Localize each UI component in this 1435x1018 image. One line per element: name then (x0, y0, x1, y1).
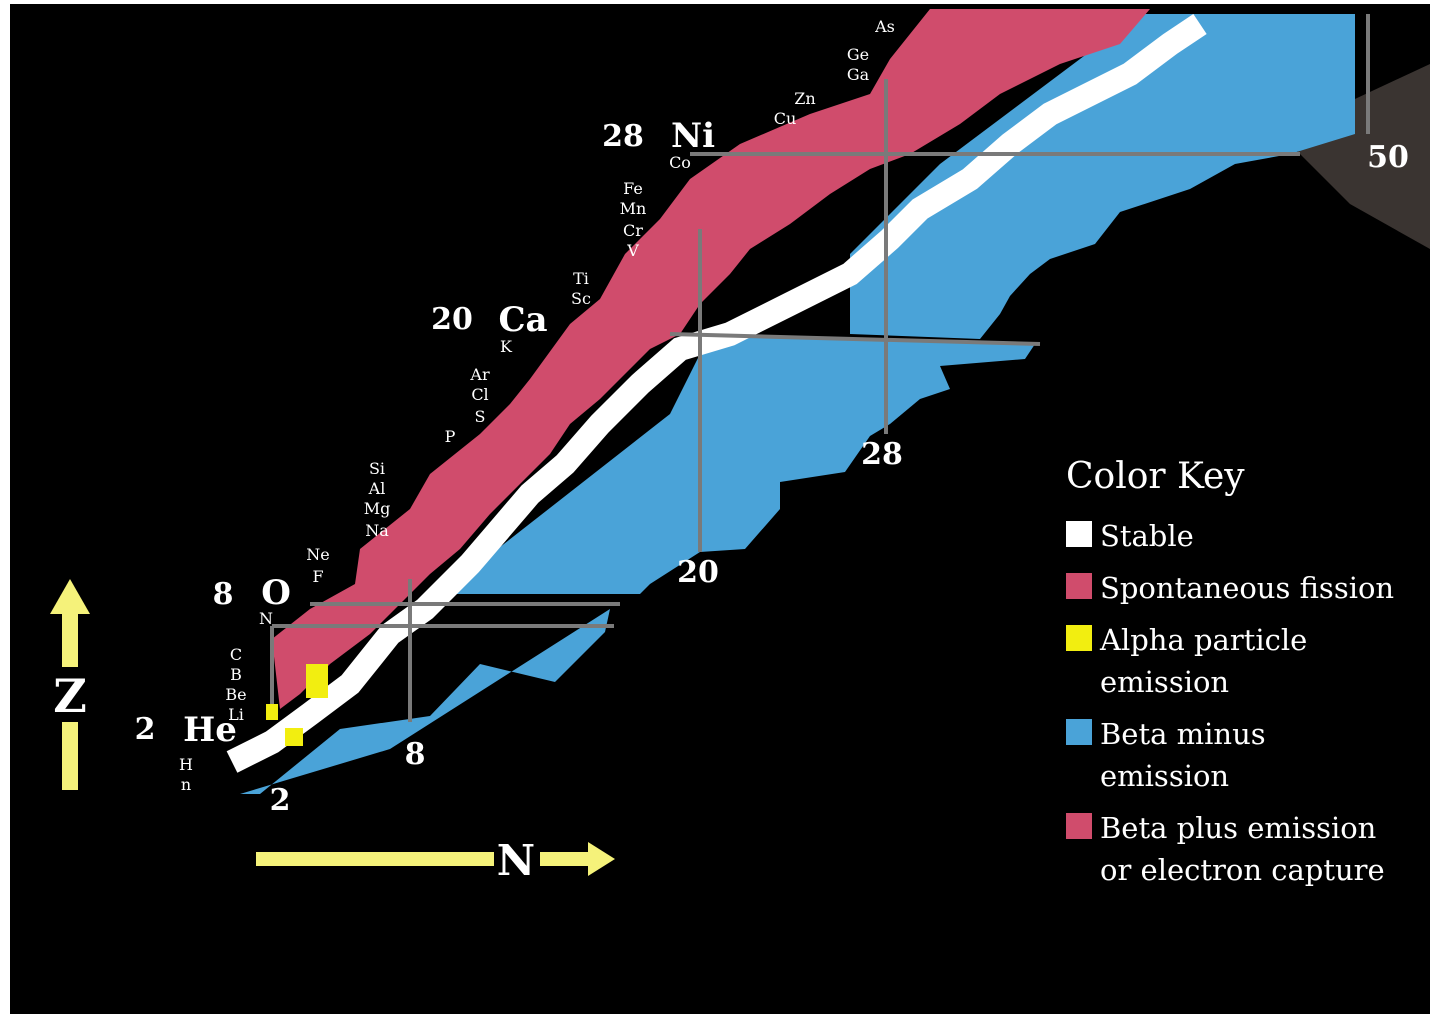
element-symbol-label: S (475, 407, 486, 426)
element-symbol-label: Ti (573, 269, 589, 288)
element-symbol-label: Li (228, 705, 244, 724)
n-axis-label: N (497, 836, 535, 885)
element-symbol-label: V (626, 241, 639, 260)
nuclide-chart: 282028HeOCaNi28202850nHLiBeBCNFNeNaMgAlS… (50, 9, 1430, 885)
magic-n-number: 8 (405, 737, 426, 772)
z-arrow-shaft-lower (62, 722, 78, 790)
element-symbol-label: K (500, 337, 513, 356)
alpha-emitter-cell (306, 664, 328, 698)
element-symbol-label: Ne (306, 545, 329, 564)
photo-shadow (1280, 64, 1430, 249)
color-swatch (1066, 813, 1092, 839)
color-key-item: Spontaneous fission (1066, 567, 1426, 609)
nuclide-chart-stage: 2 8 20 28 He O Ca Ni 2 8 20 28 50 n H Li Be B C N F Ne Na Mg Al S… (10, 4, 1430, 1014)
n-arrow-shaft-right (540, 852, 588, 866)
element-symbol-label: Sc (571, 289, 591, 308)
alpha-emitter-cell (285, 728, 303, 746)
beta-plus-band (272, 9, 1150, 709)
magic-z-number: 8 (213, 577, 234, 612)
magic-z-number: 20 (431, 302, 473, 337)
element-symbol-label: Ga (847, 65, 870, 84)
element-symbol-label: Si (369, 459, 385, 478)
magic-element-label: O (261, 573, 291, 613)
element-symbol-label: Ge (847, 45, 869, 64)
n-arrow-shaft-left (256, 852, 494, 866)
element-symbol-label: Co (669, 153, 691, 172)
element-symbol-label: C (230, 645, 242, 664)
element-symbol-label: F (312, 567, 323, 586)
element-symbol-label: Fe (623, 179, 643, 198)
color-key-label: Stable (1100, 519, 1194, 553)
color-swatch (1066, 573, 1092, 599)
element-symbol-label: Na (365, 521, 389, 540)
element-symbol-label: Al (368, 479, 386, 498)
element-symbol-label: Ar (469, 365, 490, 384)
element-symbol-label: As (874, 17, 895, 36)
element-symbol-label: Cl (471, 385, 488, 404)
magic-element-label: Ni (671, 116, 715, 156)
magic-n-number: 28 (861, 437, 903, 472)
element-symbol-label: B (230, 665, 242, 684)
chart-labels: 282028HeOCaNi28202850nHLiBeBCNFNeNaMgAlS… (135, 17, 1409, 818)
element-symbol-label: Mg (364, 499, 391, 518)
magic-number-lines (270, 14, 1370, 722)
stability-valley (226, 14, 1207, 773)
magic-element-label: Ca (498, 300, 547, 340)
alpha-emitter-cell (266, 704, 278, 720)
element-symbol-label: Mn (620, 199, 647, 218)
element-symbol-label: N (259, 609, 273, 628)
z-arrow-head (50, 579, 90, 614)
magic-z-number: 2 (135, 712, 156, 747)
beta-plus-region (272, 9, 1150, 709)
magic-element-label: He (183, 710, 237, 750)
color-key-item: Beta minus emission (1066, 713, 1426, 797)
z-axis-arrow: Z (50, 579, 90, 790)
color-key-label: Alpha particle emission (1100, 623, 1308, 699)
element-symbol-label: P (445, 427, 456, 446)
element-symbol-label: H (179, 755, 193, 774)
magic-number-line (669, 332, 1041, 346)
magic-n-number: 20 (677, 555, 719, 590)
color-key-label: Spontaneous fission (1100, 571, 1395, 605)
magic-n-number: 50 (1367, 140, 1409, 175)
element-symbol-label: Zn (794, 89, 815, 108)
magic-n-number: 2 (270, 783, 291, 818)
element-symbol-label: Be (225, 685, 246, 704)
element-symbol-label: Cu (774, 109, 797, 128)
color-swatch (1066, 521, 1092, 547)
element-symbol-label: Cr (623, 221, 643, 240)
color-key-label: Beta minus emission (1100, 717, 1266, 793)
magic-z-number: 28 (602, 119, 644, 154)
n-arrow-head (588, 842, 615, 876)
beta-minus-region (850, 14, 1355, 339)
color-swatch (1066, 625, 1092, 651)
color-key: Color Key Stable Spontaneous fission Alpha… (1066, 456, 1426, 901)
z-arrow-shaft-upper (62, 612, 78, 667)
element-symbol-label: n (181, 775, 191, 794)
color-key-title: Color Key (1066, 456, 1245, 497)
color-key-item: Beta plus emission or electron capture (1066, 807, 1426, 891)
n-axis-arrow: N (256, 836, 615, 885)
color-key-item: Stable (1066, 515, 1426, 557)
color-swatch (1066, 719, 1092, 745)
color-key-label: Beta plus emission or electron capture (1100, 811, 1385, 887)
color-key-items: Stable Spontaneous fission Alpha particle … (1066, 515, 1426, 891)
z-axis-label: Z (53, 669, 87, 723)
color-key-item: Alpha particle emission (1066, 619, 1426, 703)
beta-minus-region (240, 609, 610, 794)
